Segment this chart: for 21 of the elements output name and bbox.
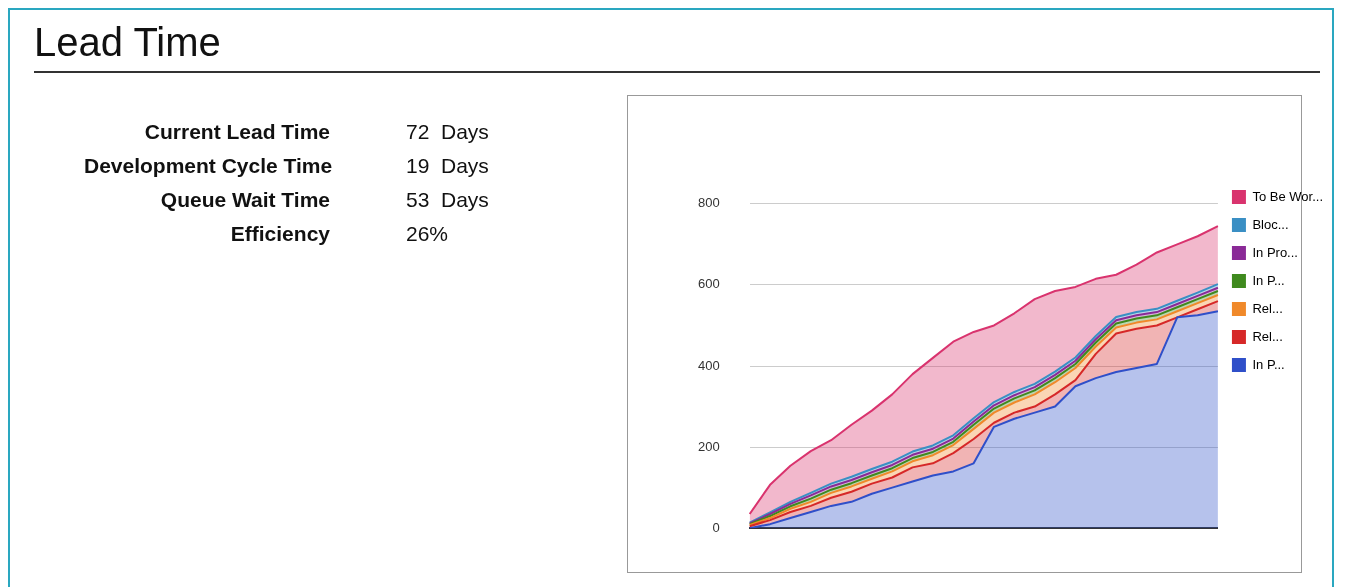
y-tick-label: 400 [697, 357, 720, 373]
text: Queue Wait Time [159, 188, 331, 212]
text: Development Cycle Time [84, 154, 334, 178]
y-tick-label: 600 [697, 276, 720, 292]
y-tick-label: 200 [697, 438, 720, 454]
legend-label: To Be Wor... [1252, 188, 1324, 204]
legend-label: In P... [1252, 272, 1285, 288]
text: Lead Time [34, 20, 1320, 73]
legend-label: Rel... [1252, 328, 1283, 344]
legend-label: In P... [1252, 356, 1285, 372]
legend-label: Bloc... [1252, 216, 1289, 232]
text: Efficiency [229, 222, 331, 246]
text: 72 Days [406, 120, 490, 144]
text: 19 Days [406, 154, 490, 178]
legend-label: In Pro... [1252, 244, 1298, 260]
legend-label: Rel... [1252, 300, 1283, 316]
text: 26% [406, 222, 450, 246]
text: Current Lead Time [143, 120, 331, 144]
text: 53 Days [406, 188, 490, 212]
y-tick-label: 800 [697, 195, 720, 211]
y-tick-label: 0 [712, 519, 720, 535]
